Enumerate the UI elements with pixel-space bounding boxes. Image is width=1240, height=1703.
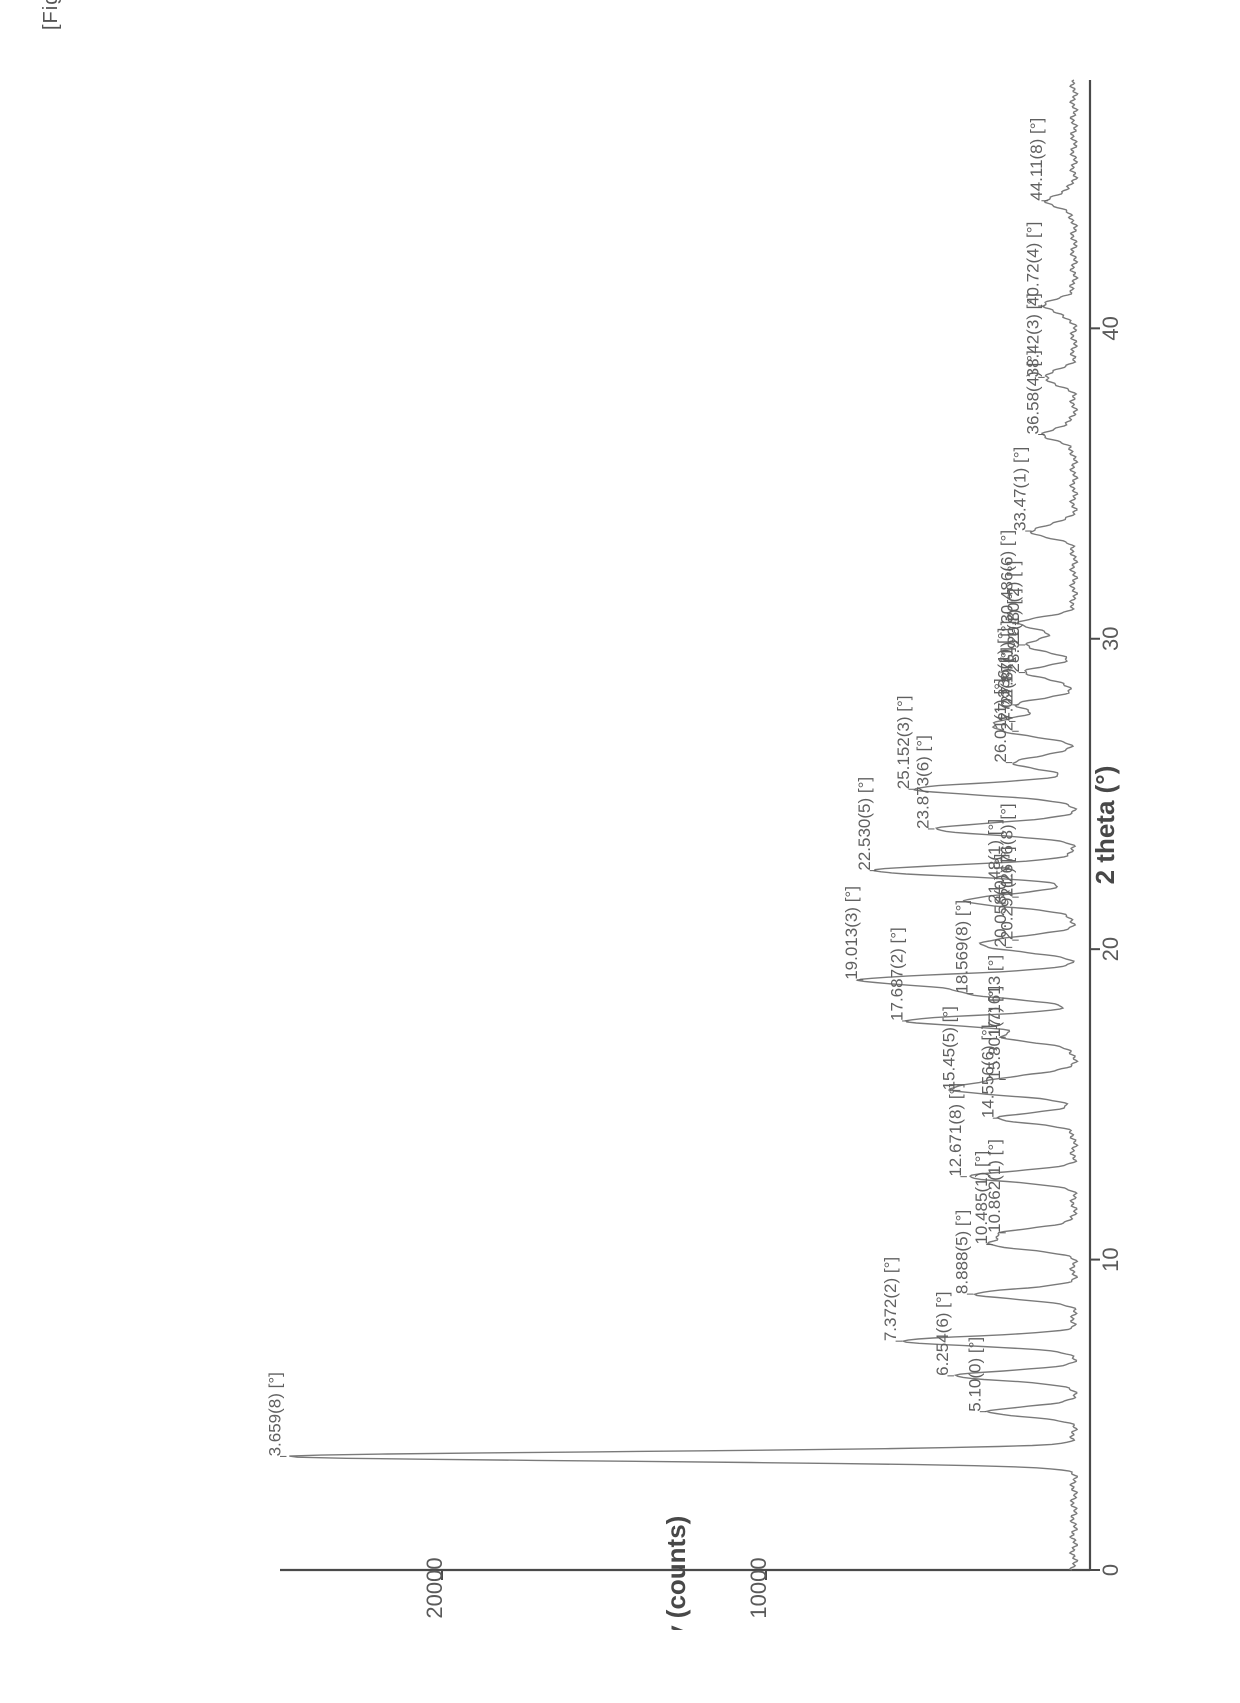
figure-label: [Fig. 1] — [40, 0, 63, 30]
peak-label: 30.486(6) [°] — [998, 530, 1017, 624]
page: [Fig. 1] 0 10 20 30 40 10000 20000 3.659(8) [°]… — [0, 0, 1240, 1703]
peak-label: 10.862(1) [°] — [985, 1139, 1004, 1233]
peak-label: 12.671(8) [°] — [946, 1083, 965, 1177]
peak-label: 18.569(8) [°] — [952, 900, 971, 994]
xtick-label: 30 — [1098, 627, 1120, 651]
peak-label: 23.873(6) [°] — [913, 735, 932, 829]
peak-label: 17.687(2) [°] — [888, 927, 907, 1021]
xrd-chart: 0 10 20 30 40 10000 20000 3.659(8) [°] 5.10(0) [… — [220, 60, 1120, 1630]
peak-label: 25.152(3) [°] — [894, 695, 913, 789]
chart-svg: 0 10 20 30 40 10000 20000 3.659(8) [°] 5.10(0) [… — [220, 60, 1120, 1630]
peak-label: 17.1613 [°] — [985, 955, 1004, 1037]
peak-label: 8.888(5) [°] — [952, 1210, 971, 1294]
peak-label: 40.72(4) [°] — [1024, 222, 1043, 306]
xrd-trace — [289, 80, 1077, 1570]
ytick-label: 20000 — [422, 1557, 447, 1618]
xtick-label: 10 — [1098, 1247, 1120, 1271]
peak-label: 21.676(8) [°] — [998, 803, 1017, 897]
peak-label: 33.47(1) [°] — [1011, 447, 1030, 531]
peak-label: 7.372(2) [°] — [881, 1257, 900, 1341]
peak-label: 3.659(8) [°] — [265, 1372, 284, 1456]
peak-label: 19.013(3) [°] — [842, 886, 861, 980]
peak-label: 44.11(8) [°] — [1027, 118, 1046, 201]
x-axis-title: 2 theta (°) — [1090, 766, 1120, 885]
xtick-label: 0 — [1098, 1564, 1120, 1576]
xtick-label: 20 — [1098, 937, 1120, 961]
peak-label: 6.254(6) [°] — [933, 1292, 952, 1376]
ytick-label: 10000 — [746, 1557, 771, 1618]
peak-label: 22.530(5) [°] — [855, 777, 874, 871]
peak-label: 5.10(0) [°] — [965, 1337, 984, 1412]
peak-label: 15.45(5) [°] — [939, 1006, 958, 1090]
y-axis-title: Intensity (counts) — [661, 1516, 691, 1630]
xtick-label: 40 — [1098, 316, 1120, 340]
